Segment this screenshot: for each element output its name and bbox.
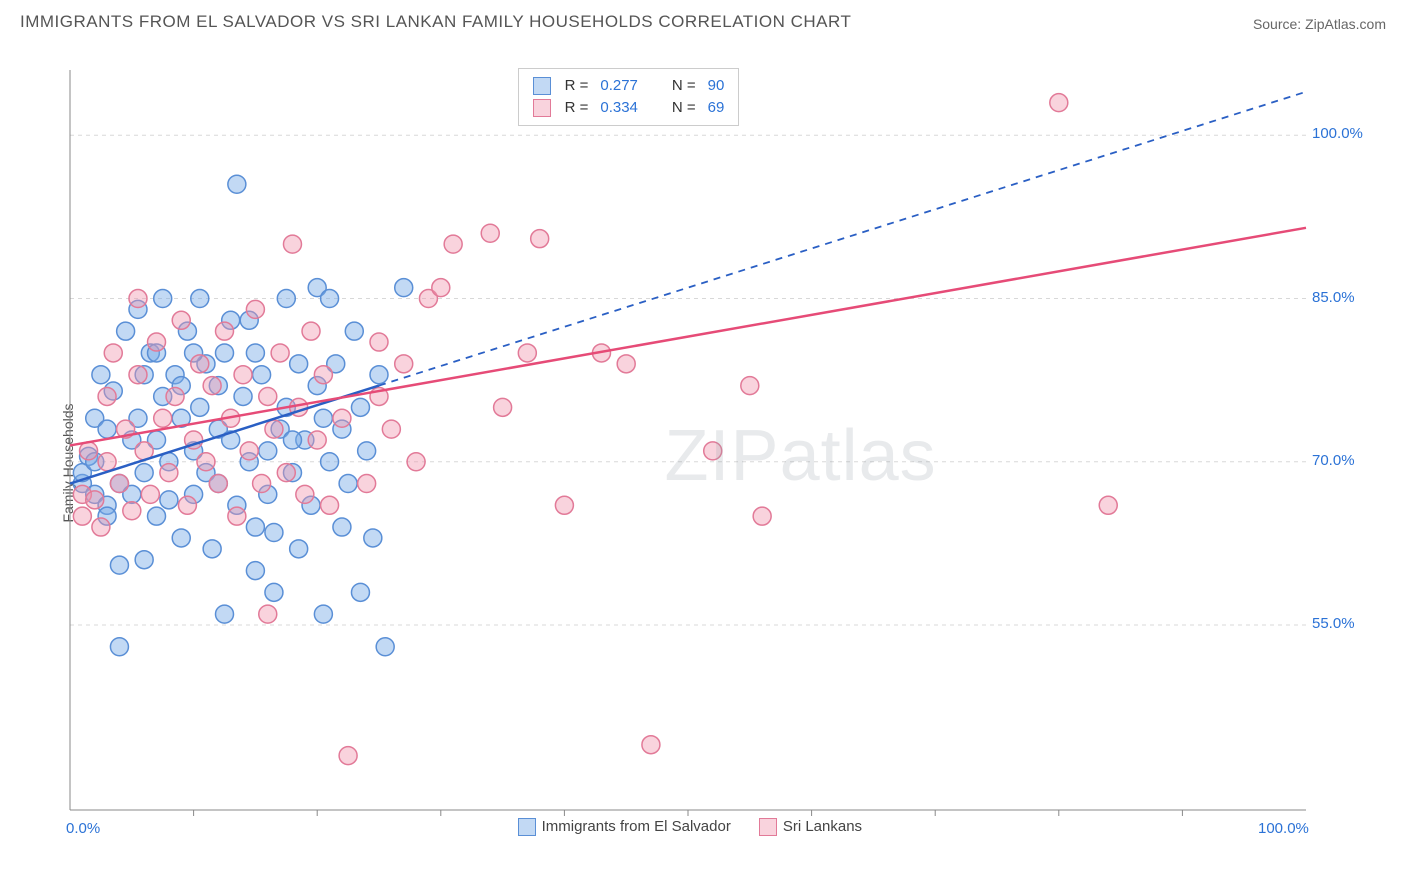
legend-n-value: 69 — [708, 97, 725, 119]
y-tick-label: 100.0% — [1312, 125, 1363, 142]
legend-correlation-row: R = 0.277 N = 90 — [533, 75, 725, 97]
legend-swatch — [533, 77, 551, 95]
legend-swatch — [518, 818, 536, 836]
legend-r-label: R = — [565, 75, 589, 97]
source-label: Source: ZipAtlas.com — [1253, 16, 1386, 32]
legend-swatch — [533, 99, 551, 117]
legend-series-item: Sri Lankans — [759, 818, 862, 836]
legend-series-item: Immigrants from El Salvador — [518, 818, 731, 836]
y-tick-label: 85.0% — [1312, 289, 1355, 306]
x-tick-label: 100.0% — [1258, 820, 1309, 837]
legend-series: Immigrants from El Salvador Sri Lankans — [518, 818, 862, 836]
legend-swatch — [759, 818, 777, 836]
legend-series-label: Sri Lankans — [783, 818, 862, 835]
legend-correlation: R = 0.277 N = 90 R = 0.334 N = 69 — [518, 68, 740, 126]
legend-n-label: N = — [672, 75, 696, 97]
title-bar: IMMIGRANTS FROM EL SALVADOR VS SRI LANKA… — [0, 0, 1406, 38]
chart-area: Family Households ZIPatlas R = 0.277 N =… — [50, 60, 1386, 850]
legend-r-value: 0.277 — [600, 75, 638, 97]
legend-n-label: N = — [672, 97, 696, 119]
legend-n-value: 90 — [708, 75, 725, 97]
legend-series-label: Immigrants from El Salvador — [542, 818, 731, 835]
scatter-plot — [50, 60, 1386, 850]
legend-r-value: 0.334 — [600, 97, 638, 119]
y-tick-label: 55.0% — [1312, 615, 1355, 632]
chart-title: IMMIGRANTS FROM EL SALVADOR VS SRI LANKA… — [20, 12, 851, 32]
x-tick-label: 0.0% — [66, 820, 100, 837]
legend-r-label: R = — [565, 97, 589, 119]
legend-correlation-row: R = 0.334 N = 69 — [533, 97, 725, 119]
y-tick-label: 70.0% — [1312, 452, 1355, 469]
